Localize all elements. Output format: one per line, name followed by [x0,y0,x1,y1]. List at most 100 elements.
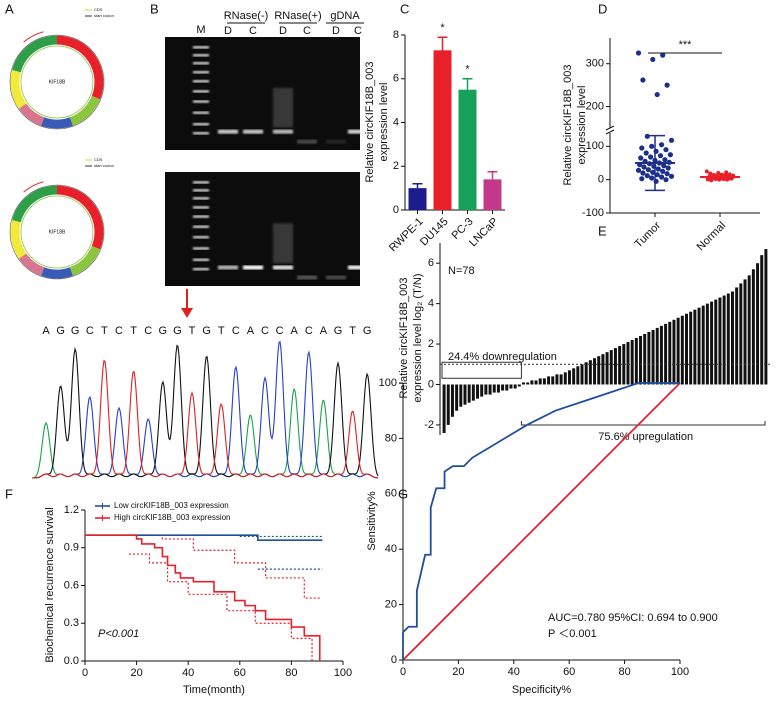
bar [605,352,609,385]
axis-break [605,129,615,135]
bar [643,333,647,385]
dot [645,167,652,173]
bar [668,321,672,385]
x-tick-label: 20 [452,666,464,678]
x-tick-label: 60 [563,666,575,678]
ci-band [128,553,313,661]
bar [501,384,505,391]
y-tick-label: 0 [391,654,397,666]
y-tick-label: 300 [586,58,604,70]
y-tick-label: 1.2 [64,504,79,516]
roc-curve [402,382,681,661]
bar [622,344,626,385]
bar [476,384,480,399]
survival-curve [85,534,323,541]
dot [663,177,669,183]
sequence-letter: C [276,325,284,337]
bar [484,384,488,395]
map-legend: start codon [94,13,114,18]
axis-break [605,125,615,131]
dot [650,169,656,175]
bar [517,384,521,387]
ladder-band [193,258,209,262]
bar [756,263,760,385]
ladder-band [193,247,209,250]
bar [450,384,454,417]
y-tick-label: 2 [428,338,434,350]
gel-band [348,265,368,270]
bar [672,319,676,385]
p-value: P<0.001 [98,628,139,640]
group-label: RNase(+) [274,10,321,22]
gel-band [326,139,346,144]
bar [593,358,597,385]
bar [597,356,601,385]
y-axis-label: Biochemical recurrence survival [44,507,56,662]
x-tick-label: 60 [234,667,246,679]
sequence-letter: C [305,325,313,337]
ladder-band [193,215,209,218]
bar [505,384,509,391]
sequence-letter: C [115,325,123,337]
dot [654,172,660,178]
sequence-letter: T [189,325,196,337]
bar [676,317,680,385]
gel-band [273,129,293,134]
bar [538,378,542,385]
bar [433,50,452,210]
lane-label: C [249,25,257,37]
panel-label: F [5,486,13,501]
dot [660,52,666,58]
ladder-band [193,267,209,271]
dot [664,171,670,177]
dot [668,137,675,143]
y-tick-label: 100 [586,140,604,152]
y-axis-label: expression level [378,83,390,162]
dot [659,174,665,180]
bar [526,382,530,385]
dot [664,82,670,88]
lane-marker: M [196,24,205,36]
bar [480,384,484,397]
bar [751,269,755,385]
error-bar [412,183,423,189]
map-legend: CDS [94,157,103,162]
dot [639,145,645,151]
y-axis-label: expression level [576,86,588,165]
annotation: AUC=0.780 95%CI: 0.694 to 0.900 [548,612,718,624]
bar [609,350,613,385]
x-tick-label: 0 [400,666,406,678]
dot [659,142,665,148]
y-tick-label: 60 [385,488,397,500]
bar [693,309,697,385]
y-tick-label: 0.3 [64,617,79,629]
significance-mark: *** [679,39,693,51]
map-segment [12,185,58,223]
dot [639,176,645,182]
map-inner [20,195,94,269]
dot [667,152,674,158]
bar [492,384,496,393]
bar [488,384,492,395]
bar [630,340,634,385]
y-tick-label: 2 [393,160,399,172]
sequence-letter: A [247,325,255,337]
annotation: P ＜0.001 [548,628,597,640]
up-label: 75.6% upregulation [598,431,693,443]
x-tick-label: DU145 [418,216,451,249]
x-tick-label: Tumor [633,219,664,250]
y-tick-label: 100 [379,377,397,389]
bar [764,249,768,385]
panel-label: B [150,1,159,16]
x-tick-label: 80 [618,666,630,678]
bar [647,331,651,385]
y-tick-label: 4 [428,298,434,310]
bar [747,275,751,385]
dot [644,173,650,179]
bar [639,335,643,385]
bar [760,255,764,385]
lane-label: D [332,25,340,37]
bar [722,295,726,385]
bar [730,291,734,385]
map-inner [20,45,94,119]
